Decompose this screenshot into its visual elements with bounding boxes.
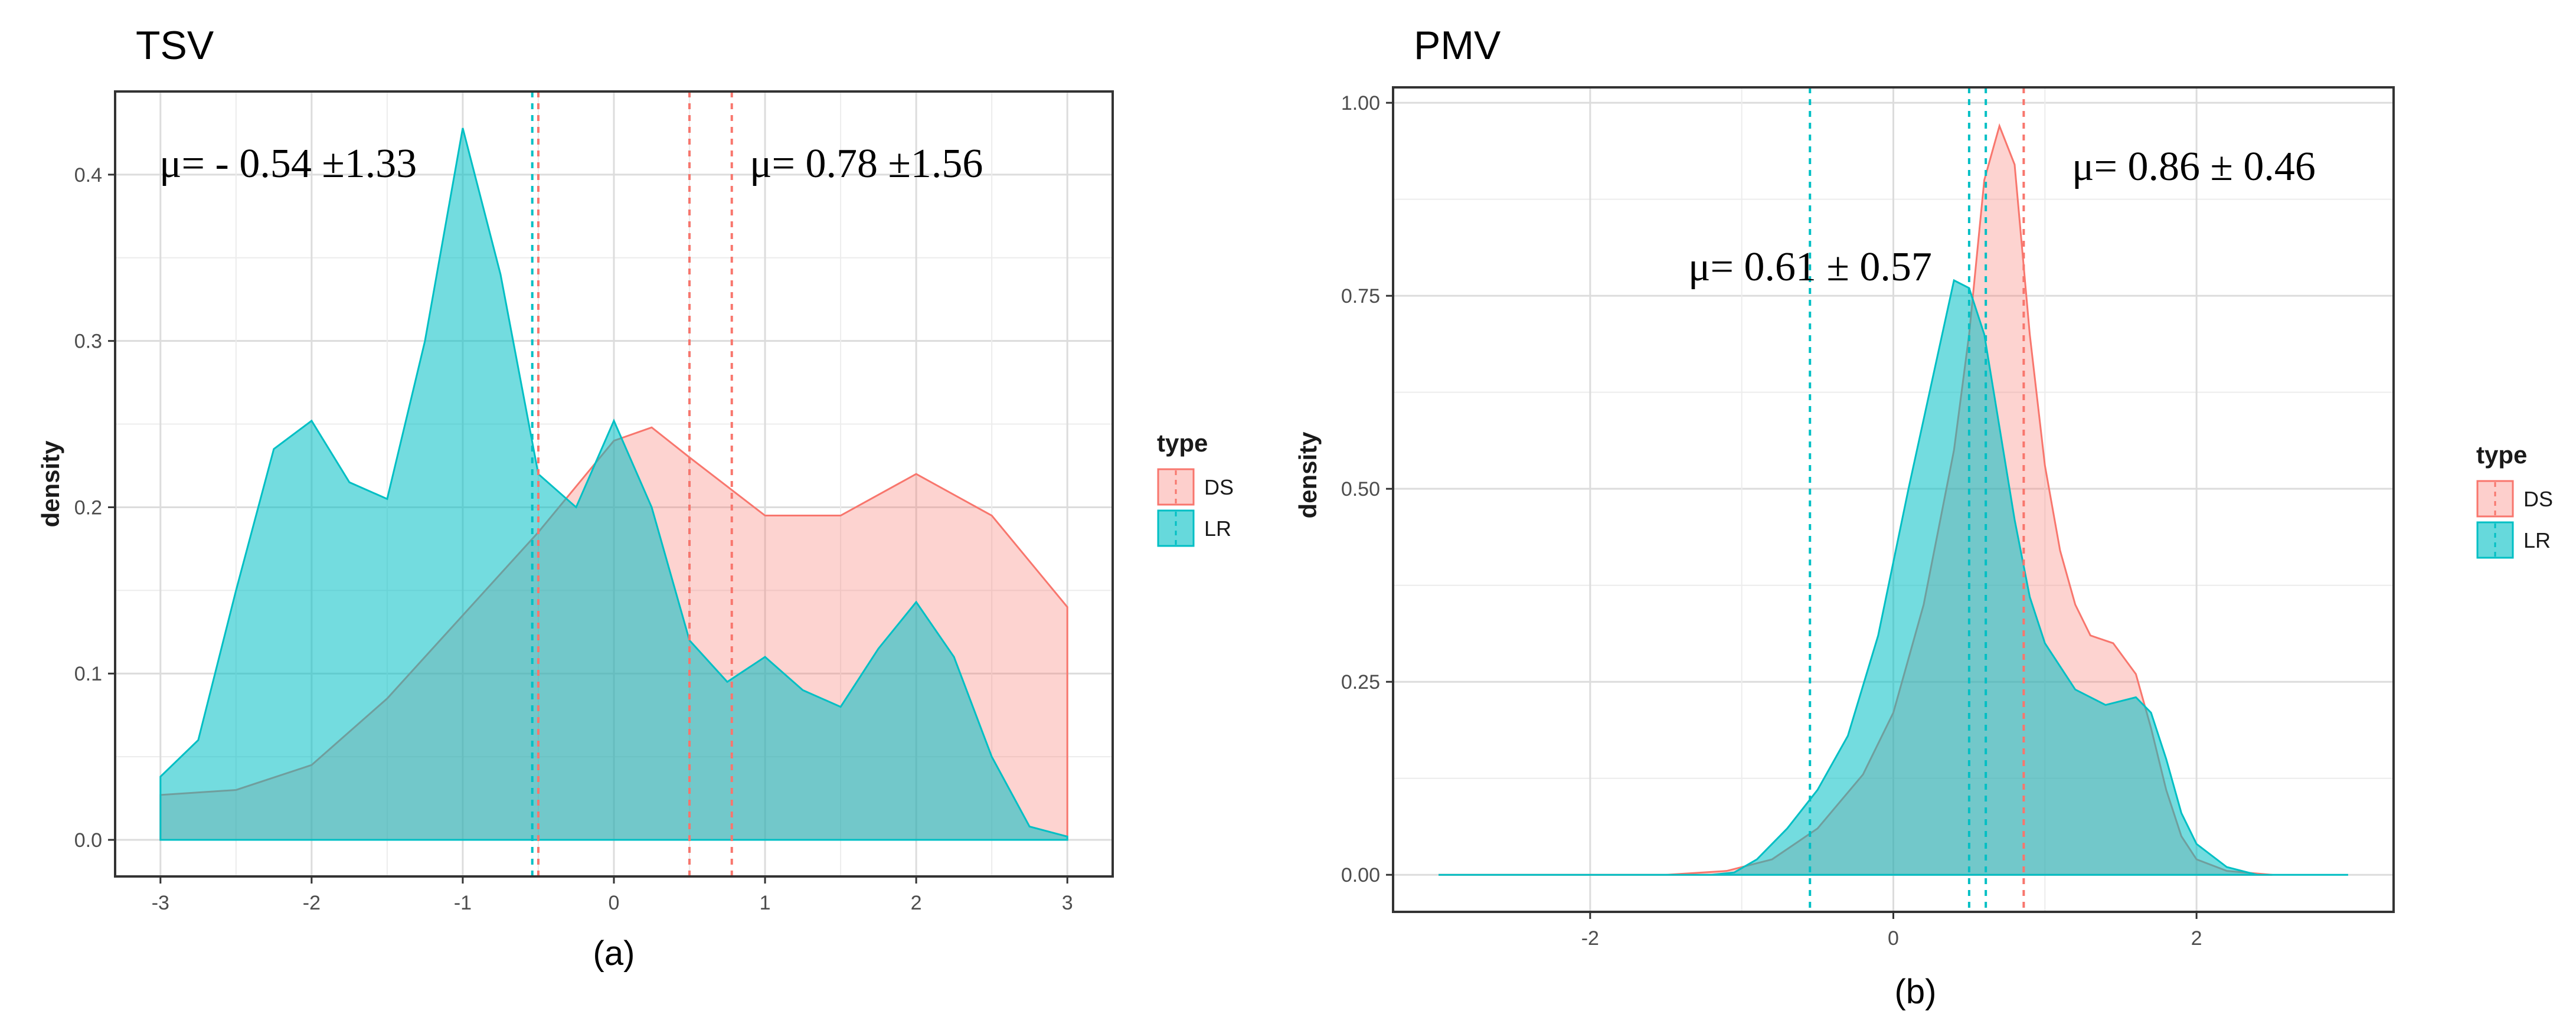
panel-b-x-ticks: -2 0 2 <box>1581 912 2202 950</box>
panel-b-density-areas <box>1439 123 2348 876</box>
density-area-lr <box>1439 279 2348 876</box>
panel-b-mean-lines <box>1809 87 2025 912</box>
panel-b-y-ticks: 0.00 0.25 0.50 0.75 1.00 <box>1341 92 1393 886</box>
y-tick-label: 0.3 <box>74 331 102 353</box>
panel-a-annotation-lr: μ= - 0.54 ±1.33 <box>159 141 417 187</box>
panel-b-annotation-lr: μ= 0.61 ± 0.57 <box>1688 244 1932 290</box>
y-tick-label: 0.4 <box>74 164 102 187</box>
y-tick-label: 0.2 <box>74 496 102 519</box>
panel-a-y-ticks: 0.0 0.1 0.2 0.3 0.4 <box>74 164 115 852</box>
panel-b-legend-title: type <box>2476 441 2527 469</box>
y-tick-label: 0.50 <box>1341 478 1380 500</box>
y-tick-label: 0.75 <box>1341 285 1380 307</box>
x-tick-label: -2 <box>1581 927 1599 950</box>
x-tick-label: 0 <box>609 892 620 914</box>
y-tick-label: 0.1 <box>74 663 102 685</box>
panel-a-title: TSV <box>136 23 214 68</box>
x-tick-label: -3 <box>152 892 169 914</box>
panel-b-y-axis-label: density <box>1294 431 1322 519</box>
x-tick-label: -2 <box>303 892 321 914</box>
panel-a-subtitle: (a) <box>593 934 635 973</box>
y-tick-label: 1.00 <box>1341 92 1380 114</box>
panel-a-legend-label-ds: DS <box>1204 475 1234 499</box>
panel-a-legend-label-lr: LR <box>1204 516 1231 541</box>
y-tick-label: 0.00 <box>1341 864 1380 886</box>
x-tick-label: 2 <box>911 892 922 914</box>
x-tick-label: -1 <box>454 892 472 914</box>
panel-b-title: PMV <box>1414 23 1501 68</box>
panel-b-annotation-ds: μ= 0.86 ± 0.46 <box>2072 144 2316 189</box>
panel-b: PMV density 0.00 0.25 0.50 0.75 1.00 -2 0 2 μ=… <box>1294 23 2553 1011</box>
panel-a-annotation-ds: μ= 0.78 ±1.56 <box>750 141 983 187</box>
panel-a-legend-title: type <box>1157 429 1208 457</box>
x-tick-label: 1 <box>760 892 771 914</box>
y-tick-label: 0.25 <box>1341 671 1380 693</box>
density-area-lr <box>159 127 1068 841</box>
panel-b-subtitle: (b) <box>1895 973 1937 1011</box>
panel-a: TSV density 0.0 0.1 0.2 0.3 0.4 -3 -2 -1 0 1 2 3 μ… <box>37 23 1234 973</box>
x-tick-label: 3 <box>1062 892 1073 914</box>
panel-b-legend-label-ds: DS <box>2523 487 2553 511</box>
panel-a-legend: type DS LR <box>1157 429 1234 547</box>
panel-b-legend: type DS LR <box>2476 441 2553 559</box>
panel-b-legend-label-lr: LR <box>2523 528 2551 552</box>
panel-a-density-areas <box>159 127 1068 841</box>
y-tick-label: 0.0 <box>74 829 102 852</box>
x-tick-label: 2 <box>2191 927 2202 950</box>
panel-a-x-ticks: -3 -2 -1 0 1 2 3 <box>152 876 1073 914</box>
panel-a-y-axis-label: density <box>37 440 64 528</box>
panel-a-mean-lines <box>531 91 733 876</box>
x-tick-label: 0 <box>1888 927 1899 950</box>
